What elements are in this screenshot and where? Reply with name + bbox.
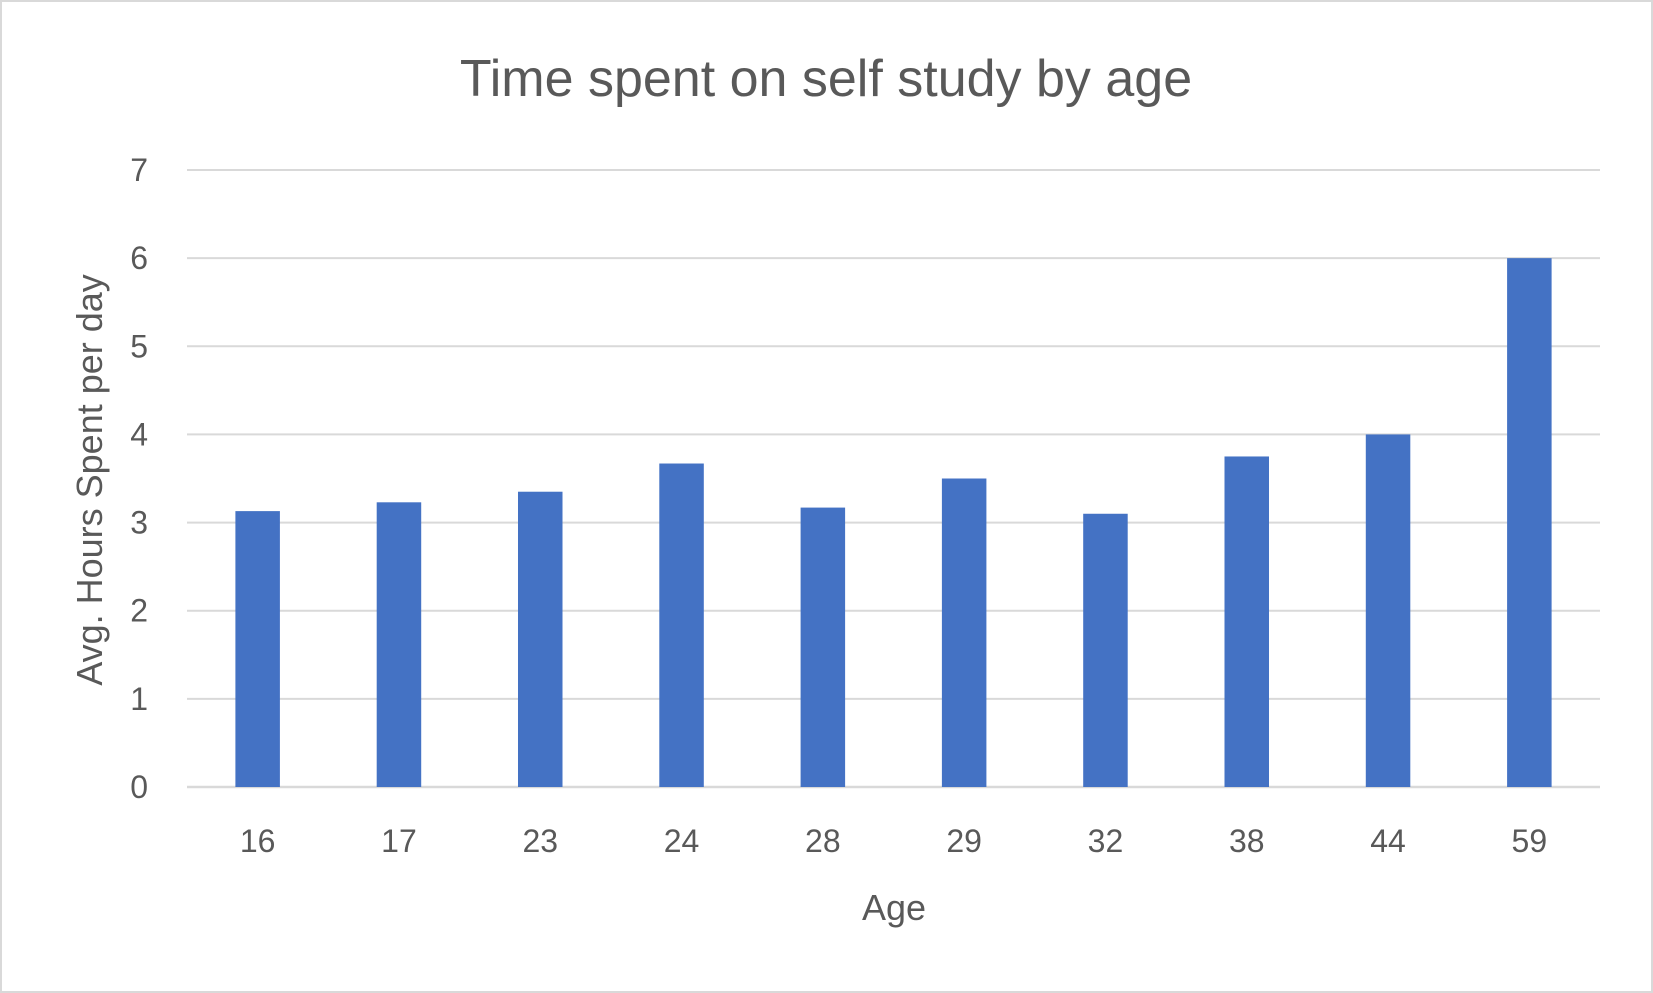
bar-59 xyxy=(1507,258,1552,788)
y-axis-ticks: 0 1 2 3 4 5 6 7 xyxy=(130,152,148,805)
x-tick-label: 23 xyxy=(522,823,558,859)
x-tick-label: 17 xyxy=(381,823,417,859)
bar-32 xyxy=(1083,513,1128,787)
y-tick-label: 6 xyxy=(130,240,148,276)
bar-23 xyxy=(517,491,563,787)
y-tick-label: 2 xyxy=(130,593,148,629)
x-tick-label: 38 xyxy=(1229,823,1265,859)
y-axis-label: Avg. Hours Spent per day xyxy=(69,274,110,686)
x-tick-label: 16 xyxy=(240,823,276,859)
bar-29 xyxy=(941,478,987,787)
bar-17 xyxy=(376,502,422,787)
y-tick-label: 0 xyxy=(130,769,148,805)
bar-38 xyxy=(1224,456,1270,787)
x-tick-label: 28 xyxy=(805,823,841,859)
y-tick-label: 3 xyxy=(130,505,148,541)
bar-16 xyxy=(235,511,280,787)
x-axis-ticks: 16 17 23 24 28 29 32 38 44 59 xyxy=(240,823,1547,859)
x-tick-label: 59 xyxy=(1512,823,1548,859)
gridlines xyxy=(187,169,1600,789)
x-tick-label: 29 xyxy=(946,823,982,859)
x-tick-label: 44 xyxy=(1370,823,1406,859)
bar-44 xyxy=(1365,434,1411,787)
x-tick-label: 24 xyxy=(664,823,700,859)
y-tick-label: 4 xyxy=(130,416,148,452)
chart-title: Time spent on self study by age xyxy=(460,50,1192,108)
bars xyxy=(235,258,1552,788)
x-axis-label: Age xyxy=(862,887,926,928)
bar-24 xyxy=(659,463,704,787)
bar-28 xyxy=(800,507,846,787)
y-tick-label: 7 xyxy=(130,152,148,188)
y-tick-label: 5 xyxy=(130,328,148,364)
y-tick-label: 1 xyxy=(130,681,148,717)
x-tick-label: 32 xyxy=(1088,823,1124,859)
